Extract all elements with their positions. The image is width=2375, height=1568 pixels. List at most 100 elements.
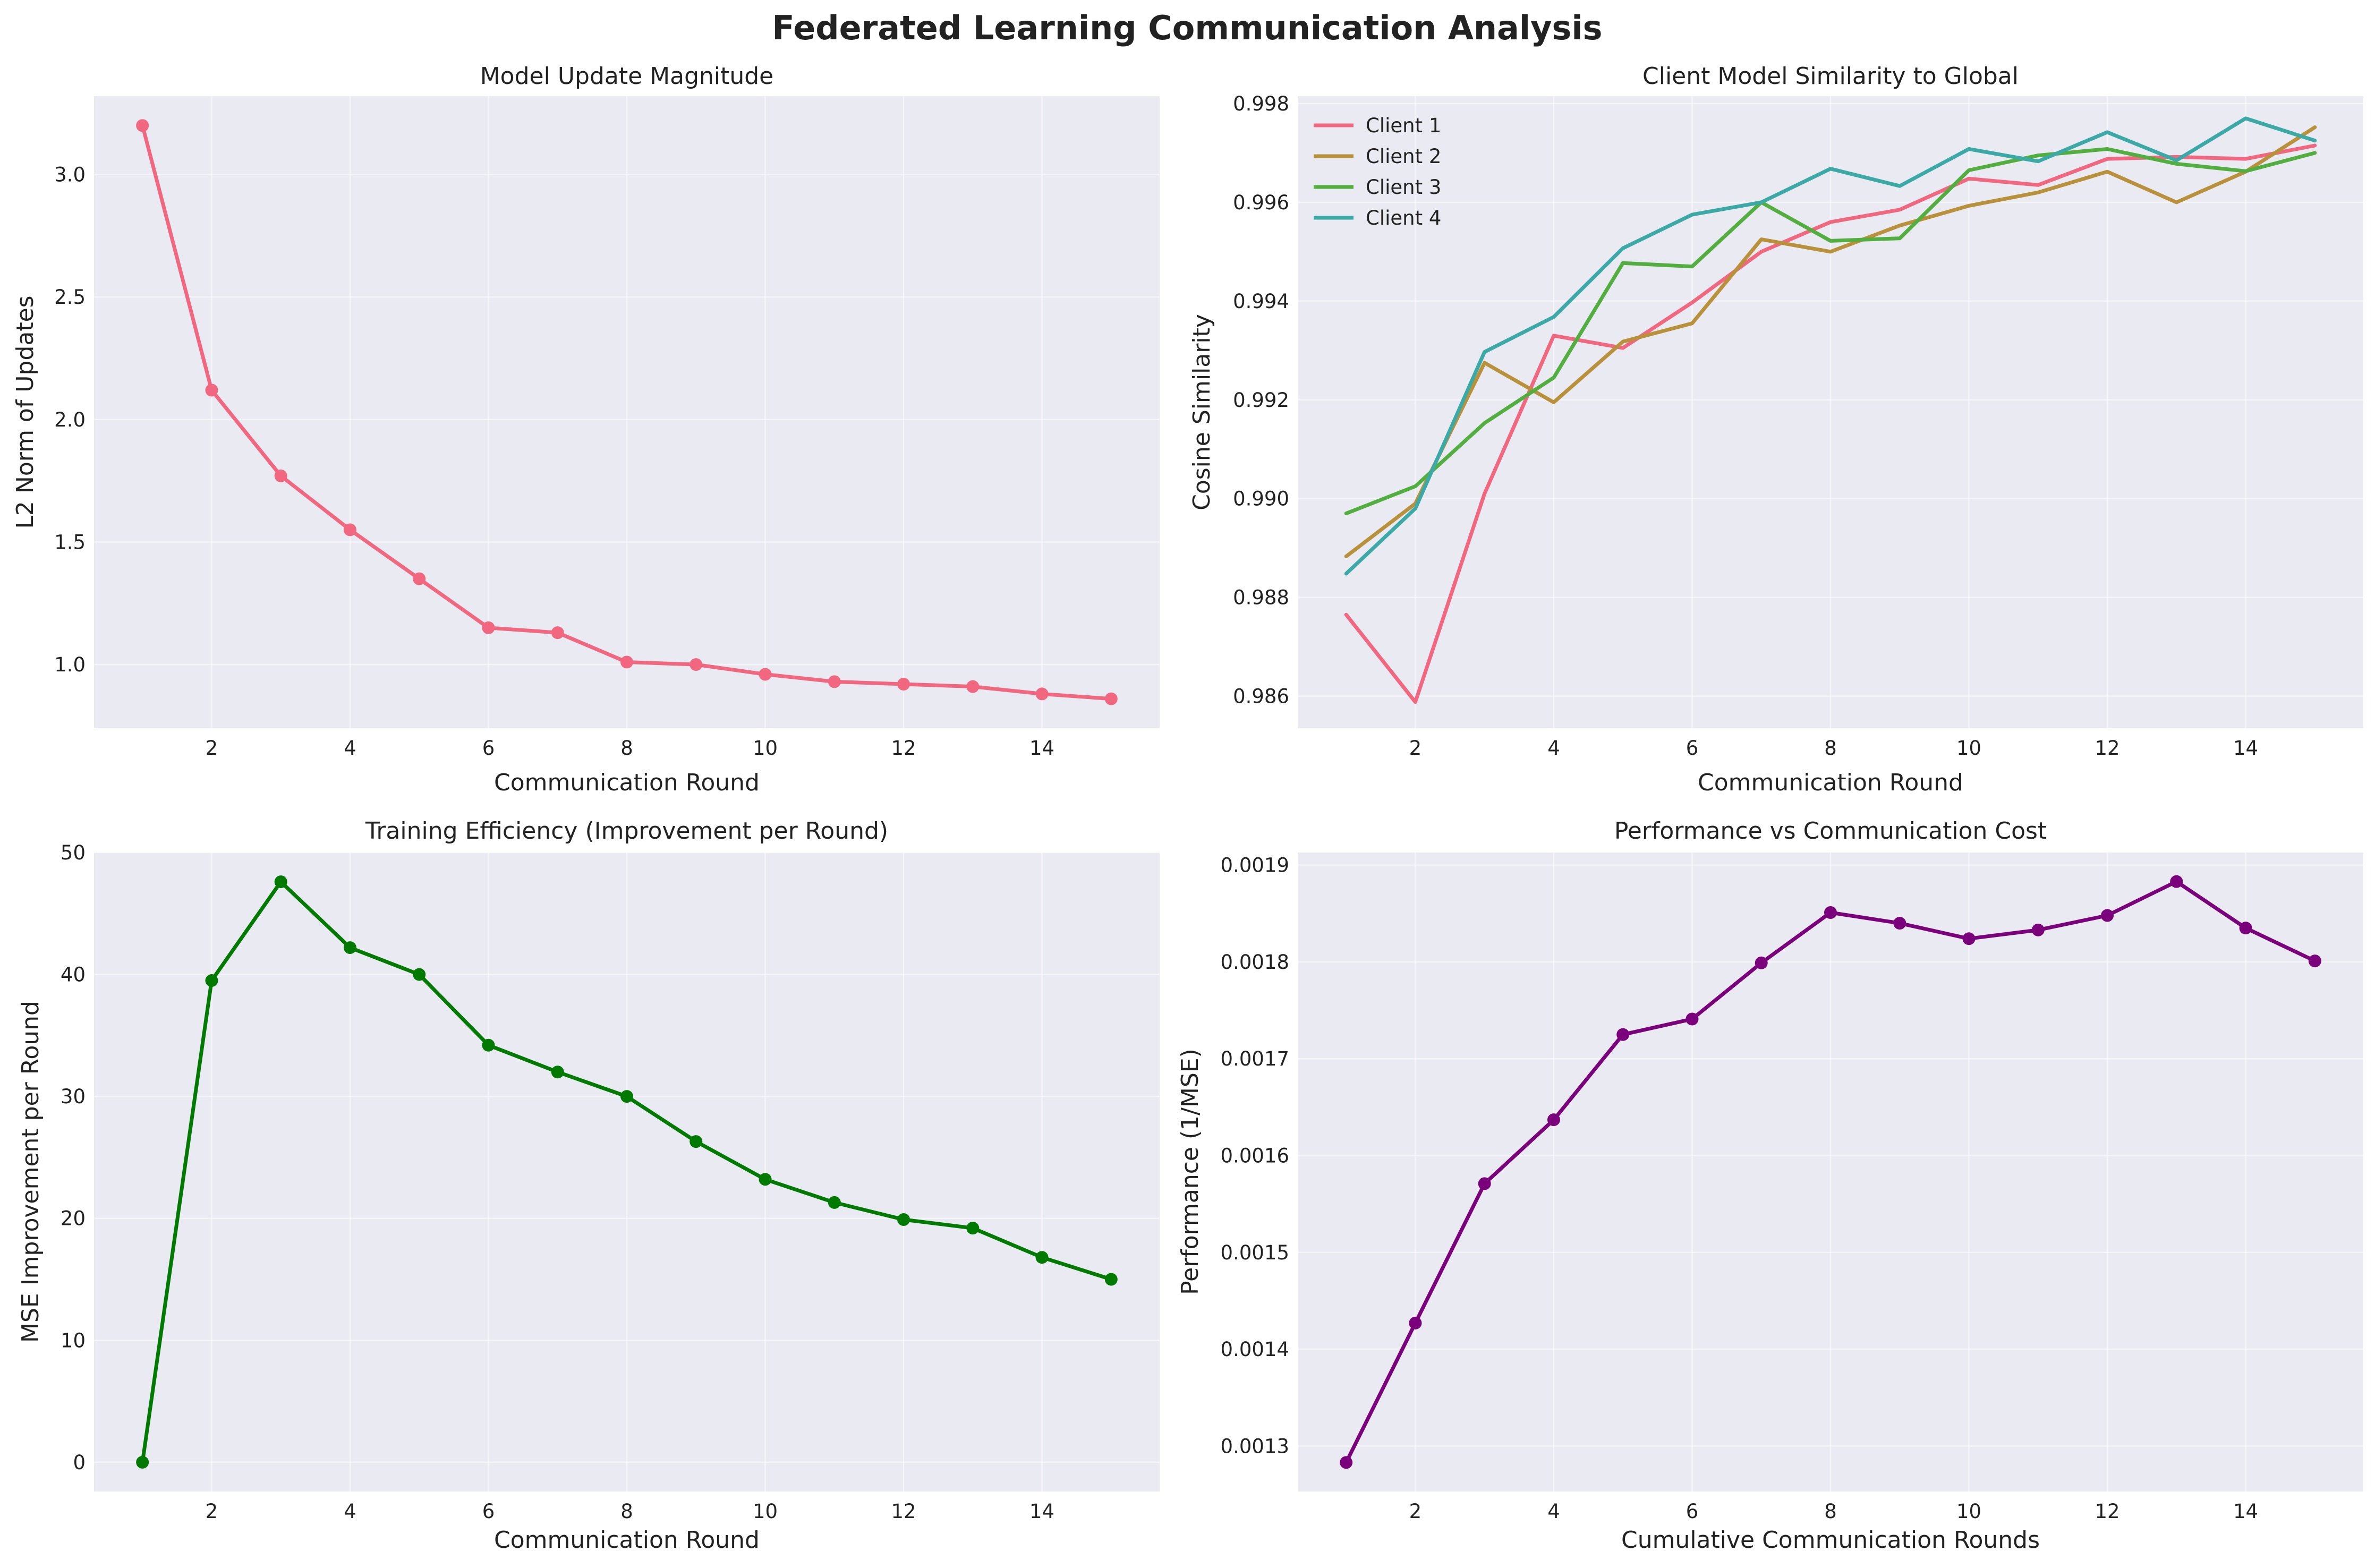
y-tick-label: 3.0 [54, 164, 86, 186]
data-marks [136, 119, 1118, 705]
x-axis-label: Cumulative Communication Rounds [1621, 1527, 2040, 1554]
x-tick-label: 8 [620, 1500, 633, 1523]
data-point [2308, 955, 2321, 968]
data-point [828, 675, 841, 688]
legend-label: Client 2 [1366, 145, 1441, 168]
legend-label: Client 4 [1366, 207, 1441, 229]
chart-training-efficiency: 2 4 6 8 10 12 14 0 10 20 30 40 50 Training Efficienc… [17, 817, 1160, 1554]
tick-labels: 2 4 6 8 10 12 14 1.0 1.5 2.0 2.5 3.0 [54, 164, 1054, 760]
series-line-3 [1344, 147, 2317, 516]
y-axis-label: Cosine Similarity [1188, 314, 1215, 510]
chart-title: Model Update Magnitude [480, 63, 774, 90]
x-tick-label: 2 [1409, 737, 1422, 760]
x-tick-label: 12 [2095, 1500, 2119, 1523]
y-tick-label: 0.0013 [1221, 1435, 1289, 1458]
y-tick-label: 0.990 [1233, 488, 1289, 510]
legend-label: Client 3 [1366, 176, 1441, 199]
x-tick-label: 4 [344, 737, 356, 760]
data-point [274, 469, 287, 482]
data-point [1824, 906, 1837, 919]
x-tick-label: 8 [1824, 737, 1837, 760]
x-tick-label: 12 [2095, 737, 2119, 760]
x-tick-label: 12 [891, 737, 916, 760]
x-tick-label: 6 [1686, 737, 1699, 760]
y-tick-label: 1.5 [54, 531, 86, 553]
data-point [343, 523, 356, 536]
data-point [1686, 1012, 1699, 1026]
figure-title: Federated Learning Communication Analysi… [772, 8, 1602, 47]
x-tick-label: 6 [482, 1500, 495, 1523]
legend-label: Client 1 [1366, 114, 1441, 137]
data-point [1547, 1113, 1560, 1127]
legend: Client 1 Client 2 Client 3 Client 4 [1314, 114, 1441, 229]
y-tick-label: 0.986 [1233, 685, 1289, 708]
data-point [343, 941, 356, 955]
data-point [620, 655, 633, 669]
chart-title: Training Efficiency (Improvement per Rou… [365, 817, 888, 845]
chart-performance-vs-communication-cost: 2 4 6 8 10 12 14 0.0013 0.0014 0.0015 0.0016 0.0017… [1177, 817, 2363, 1554]
x-tick-label: 2 [206, 737, 218, 760]
data-point [551, 626, 564, 640]
data-point [2031, 923, 2045, 936]
data-point [1478, 1177, 1491, 1190]
y-tick-label: 2.0 [54, 408, 86, 431]
chart-client-model-similarity: 2 4 6 8 10 12 14 0.986 0.988 0.990 0.992 0.994 0.996… [1188, 63, 2363, 796]
data-marks [1340, 875, 2321, 1469]
x-tick-label: 8 [1824, 1500, 1837, 1523]
data-point [1616, 1028, 1630, 1041]
x-tick-label: 2 [1409, 1500, 1422, 1523]
x-tick-label: 12 [891, 1500, 916, 1523]
data-point [1104, 692, 1118, 705]
y-tick-label: 20 [61, 1207, 86, 1230]
y-tick-label: 0.0014 [1221, 1338, 1289, 1361]
grid [1298, 853, 2363, 1492]
data-point [1893, 917, 1906, 930]
x-tick-label: 10 [1956, 1500, 1981, 1523]
x-tick-label: 4 [1547, 737, 1560, 760]
y-tick-label: 0.994 [1233, 290, 1289, 313]
data-point [2170, 875, 2183, 888]
data-point [1104, 1273, 1118, 1286]
y-tick-label: 0.988 [1233, 586, 1289, 609]
y-tick-label: 0.0015 [1221, 1241, 1289, 1264]
x-tick-label: 6 [482, 737, 495, 760]
chart-title: Performance vs Communication Cost [1614, 817, 2047, 845]
x-tick-label: 14 [2233, 1500, 2258, 1523]
data-point [828, 1196, 841, 1209]
chart-title: Client Model Similarity to Global [1642, 63, 2019, 90]
y-tick-label: 1.0 [54, 653, 86, 676]
data-marks [136, 875, 1118, 1469]
data-point [274, 875, 287, 889]
data-point [897, 677, 910, 691]
grid [94, 851, 1160, 1492]
x-tick-label: 4 [1547, 1500, 1560, 1523]
data-point [205, 974, 218, 987]
x-axis-label: Communication Round [494, 769, 760, 796]
x-tick-label: 10 [1956, 737, 1981, 760]
data-point [966, 1222, 980, 1235]
data-point [482, 1038, 495, 1052]
x-axis-label: Communication Round [494, 1527, 760, 1554]
data-point [689, 658, 703, 671]
data-point [966, 680, 980, 693]
series-line-4 [1344, 116, 2317, 576]
y-tick-label: 50 [61, 841, 86, 864]
x-tick-label: 8 [620, 737, 633, 760]
data-point [482, 621, 495, 634]
y-tick-label: 2.5 [54, 286, 86, 309]
x-tick-label: 14 [1029, 737, 1054, 760]
tick-labels: 2 4 6 8 10 12 14 0.0013 0.0014 0.0015 0.0016 0.0017… [1221, 854, 2259, 1523]
y-tick-label: 40 [61, 964, 86, 986]
x-tick-label: 2 [206, 1500, 218, 1523]
data-point [413, 572, 426, 585]
x-tick-label: 14 [1029, 1500, 1054, 1523]
data-point [759, 668, 772, 681]
x-tick-label: 14 [2233, 737, 2258, 760]
data-point [2101, 909, 2114, 922]
data-point [1035, 1251, 1049, 1264]
y-tick-label: 30 [61, 1085, 86, 1108]
data-point [897, 1213, 910, 1226]
data-point [1962, 932, 1976, 945]
data-point [136, 119, 149, 132]
